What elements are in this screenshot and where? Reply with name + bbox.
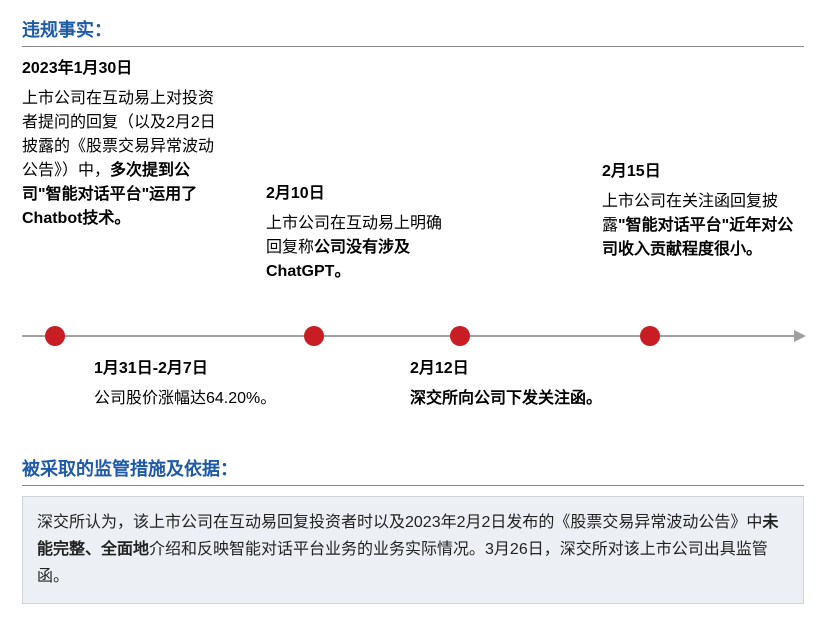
footer-pre: 深交所认为，该上市公司在互动易回复投资者时以及2023年2月2日发布的《股票交易… <box>37 514 762 531</box>
measures-content: 深交所认为，该上市公司在互动易回复投资者时以及2023年2月2日发布的《股票交易… <box>22 496 804 604</box>
event-feb10: 2月10日 上市公司在互动易上明确回复称公司没有涉及ChatGPT。 <box>266 182 446 284</box>
event-text: 公司股价涨幅达64.20%。 <box>94 390 276 407</box>
timeline-marker <box>640 326 660 346</box>
event-feb15: 2月15日 上市公司在关注函回复披露"智能对话平台"近年对公司收入贡献程度很小。 <box>602 160 802 262</box>
event-jan30: 2023年1月30日 上市公司在互动易上对投资者提问的回复（以及2月2日披露的《… <box>22 57 222 231</box>
event-date: 2月12日 <box>410 357 660 381</box>
event-bold: 深交所向公司下发关注函。 <box>410 390 602 407</box>
event-date: 1月31日-2月7日 <box>94 357 324 381</box>
timeline-marker <box>45 326 65 346</box>
timeline-marker <box>450 326 470 346</box>
event-jan31-feb7: 1月31日-2月7日 公司股价涨幅达64.20%。 <box>94 357 324 411</box>
event-feb12: 2月12日 深交所向公司下发关注函。 <box>410 357 660 411</box>
event-date: 2月15日 <box>602 160 802 184</box>
timeline-axis <box>22 335 804 337</box>
violation-facts-title: 违规事实： <box>22 16 804 47</box>
measures-title: 被采取的监管措施及依据： <box>22 455 804 486</box>
event-date: 2023年1月30日 <box>22 57 222 81</box>
event-bold: "智能对话平台"近年对公司收入贡献程度很小。 <box>602 217 793 258</box>
event-date: 2月10日 <box>266 182 446 206</box>
timeline-marker <box>304 326 324 346</box>
timeline: 2023年1月30日 上市公司在互动易上对投资者提问的回复（以及2月2日披露的《… <box>22 57 804 437</box>
